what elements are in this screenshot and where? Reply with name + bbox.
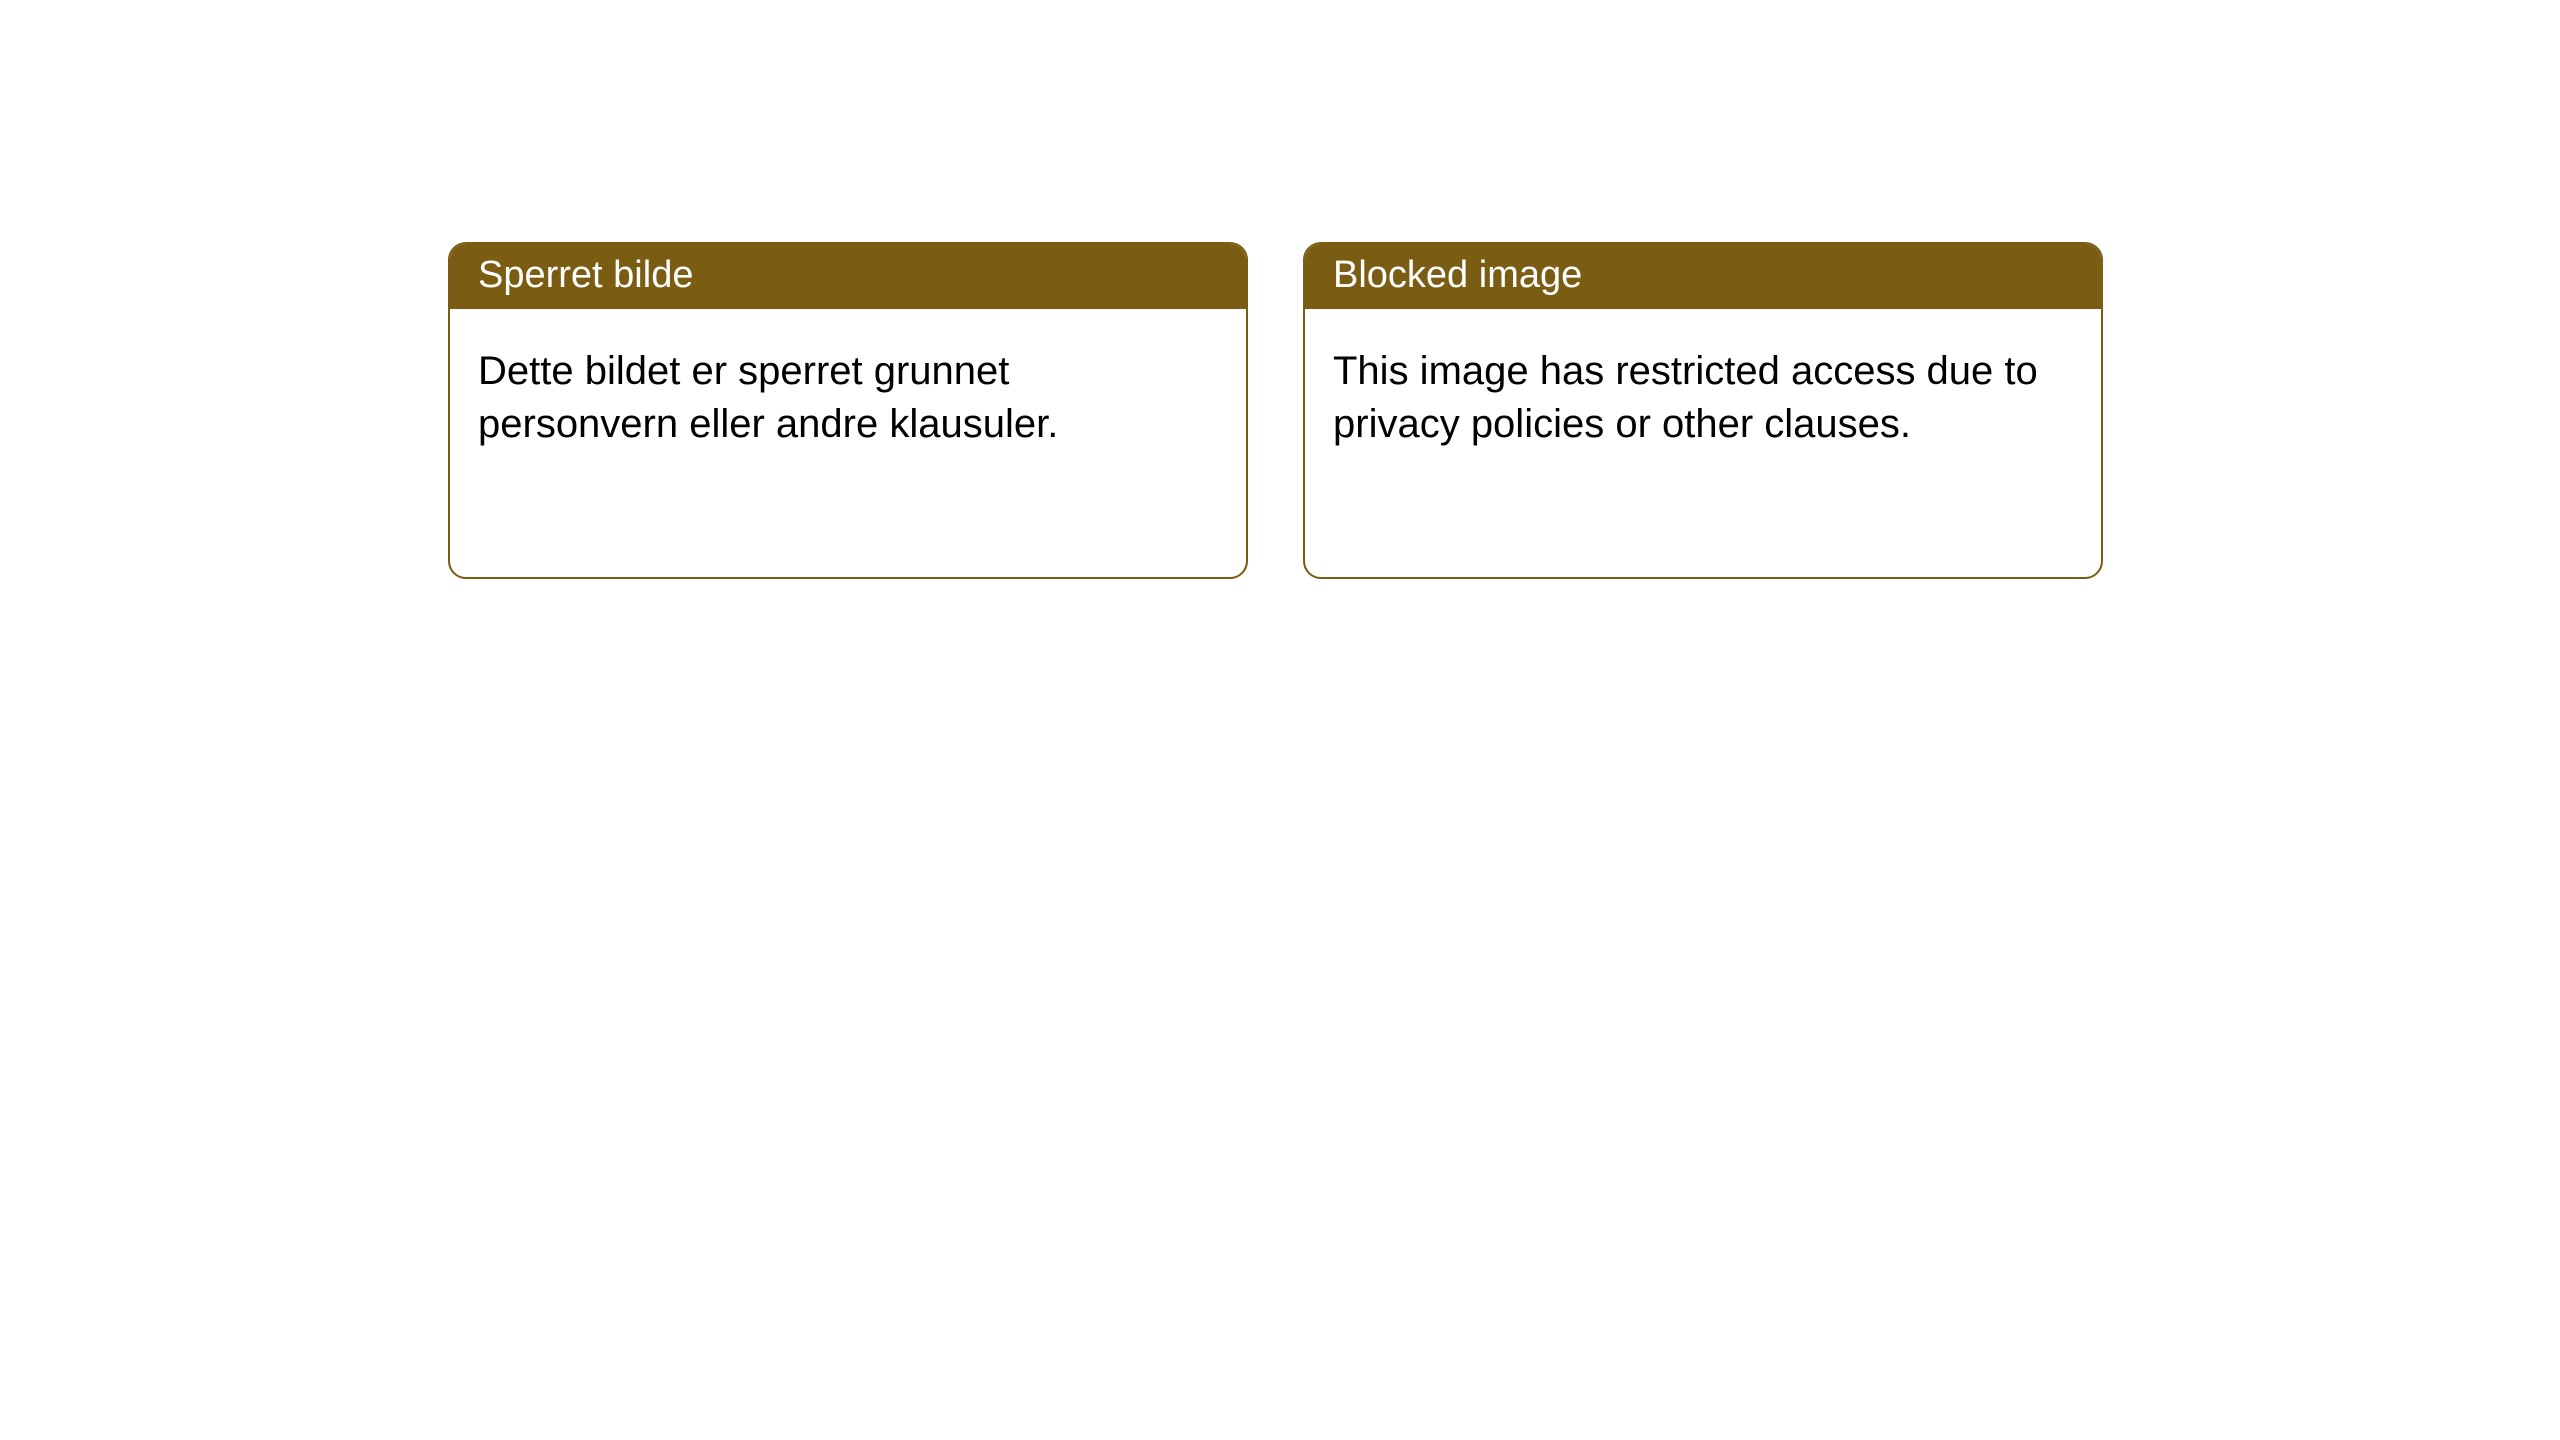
- card-body-text: Dette bildet er sperret grunnet personve…: [450, 309, 1246, 487]
- notice-cards-container: Sperret bilde Dette bildet er sperret gr…: [448, 242, 2103, 579]
- notice-card-english: Blocked image This image has restricted …: [1303, 242, 2103, 579]
- notice-card-norwegian: Sperret bilde Dette bildet er sperret gr…: [448, 242, 1248, 579]
- card-title: Blocked image: [1305, 244, 2101, 309]
- card-title: Sperret bilde: [450, 244, 1246, 309]
- card-body-text: This image has restricted access due to …: [1305, 309, 2101, 487]
